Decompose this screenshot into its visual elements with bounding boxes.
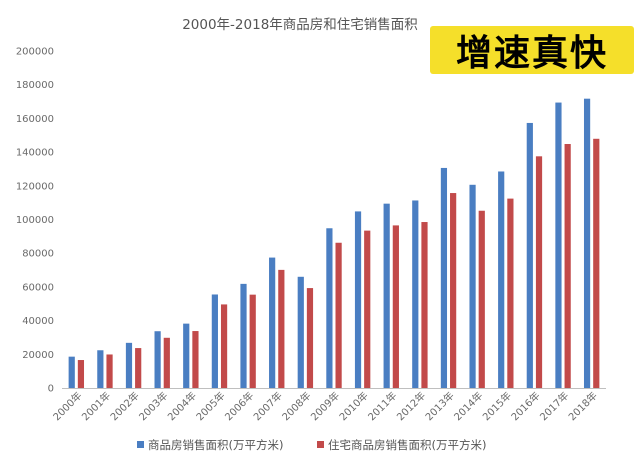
- bar-series-2: [220, 304, 228, 388]
- bar-series-2: [106, 354, 113, 388]
- headline-badge: 增速真快: [430, 26, 634, 74]
- legend: 商品房销售面积(万平方米) 住宅商品房销售面积(万平方米): [137, 438, 486, 452]
- y-tick-label: 80000: [22, 249, 54, 260]
- bar-series-1: [469, 184, 476, 388]
- bar-series-1: [498, 171, 505, 388]
- bars-layer: [68, 98, 600, 388]
- x-tick-label: 2009年: [308, 389, 342, 423]
- x-tick-label: 2015年: [480, 389, 514, 423]
- bar-series-2: [478, 210, 485, 388]
- x-tick-label: 2008年: [279, 389, 313, 423]
- bar-series-1: [297, 276, 304, 388]
- bar-series-1: [68, 356, 75, 388]
- x-tick-label: 2012年: [394, 389, 428, 423]
- bar-series-1: [583, 98, 591, 388]
- x-tick-label: 2004年: [165, 389, 199, 423]
- x-tick-label: 2001年: [79, 389, 113, 423]
- y-tick-label: 160000: [16, 114, 54, 125]
- y-tick-label: 200000: [16, 47, 54, 58]
- y-tick-label: 60000: [22, 282, 54, 293]
- bar-series-2: [249, 294, 256, 388]
- bar-series-1: [269, 257, 276, 388]
- bar-series-1: [383, 203, 390, 388]
- legend-label-1: 商品房销售面积(万平方米): [148, 438, 283, 452]
- bar-series-2: [306, 288, 314, 388]
- bar-series-1: [183, 323, 190, 388]
- bar-series-1: [211, 294, 218, 388]
- x-tick-label: 2003年: [136, 389, 170, 423]
- x-tick-label: 2018年: [566, 389, 600, 423]
- bar-series-1: [354, 211, 362, 388]
- bar-series-1: [440, 167, 448, 388]
- bar-series-2: [450, 193, 457, 388]
- bar-series-1: [555, 102, 562, 388]
- bar-series-1: [154, 331, 161, 388]
- x-tick-label: 2005年: [193, 389, 227, 423]
- y-tick-label: 0: [48, 384, 54, 395]
- y-tick-label: 120000: [16, 181, 54, 192]
- x-tick-label: 2017年: [537, 389, 571, 423]
- x-tick-label: 2013年: [422, 389, 456, 423]
- x-tick-label: 2000年: [50, 389, 84, 423]
- bar-series-2: [77, 360, 85, 388]
- x-tick-label: 2002年: [107, 389, 141, 423]
- x-tick-label: 2011年: [365, 389, 399, 423]
- x-tick-labels: 2000年2001年2002年2003年2004年2005年2006年2007年…: [50, 389, 600, 423]
- bar-series-1: [240, 283, 247, 388]
- bar-series-2: [163, 337, 170, 388]
- bar-series-1: [412, 200, 419, 388]
- bar-series-2: [364, 230, 371, 388]
- headline-badge-text: 增速真快: [455, 33, 608, 74]
- bar-series-1: [125, 342, 133, 388]
- y-tick-label: 20000: [22, 350, 54, 361]
- bar-series-1: [97, 350, 104, 388]
- bar-series-2: [278, 269, 285, 388]
- bar-series-2: [392, 225, 399, 388]
- bar-series-1: [326, 228, 333, 388]
- bar-series-2: [335, 242, 342, 388]
- legend-swatch-2: [317, 441, 324, 448]
- bar-series-1: [526, 122, 533, 388]
- legend-label-2: 住宅商品房销售面积(万平方米): [328, 438, 486, 452]
- axis-layer: 0 20000 40000 60000 80000 100000 120000 140000 1…: [16, 47, 606, 395]
- bar-series-2: [135, 348, 142, 388]
- bar-series-2: [564, 144, 571, 388]
- y-tick-label: 100000: [16, 215, 54, 226]
- x-tick-label: 2010年: [336, 389, 370, 423]
- x-tick-label: 2006年: [222, 389, 256, 423]
- bar-series-2: [192, 331, 199, 388]
- y-tick-label: 140000: [16, 148, 54, 159]
- x-tick-label: 2014年: [451, 389, 485, 423]
- y-tick-label: 180000: [16, 80, 54, 91]
- bar-series-2: [535, 156, 543, 388]
- bar-series-2: [421, 222, 428, 388]
- legend-swatch-1: [137, 441, 144, 448]
- chart-title: 2000年-2018年商品房和住宅销售面积: [182, 17, 418, 33]
- bar-series-2: [593, 138, 600, 388]
- x-tick-label: 2016年: [508, 389, 542, 423]
- y-tick-label: 40000: [22, 316, 54, 327]
- x-tick-label: 2007年: [251, 389, 285, 423]
- bar-series-2: [507, 198, 514, 388]
